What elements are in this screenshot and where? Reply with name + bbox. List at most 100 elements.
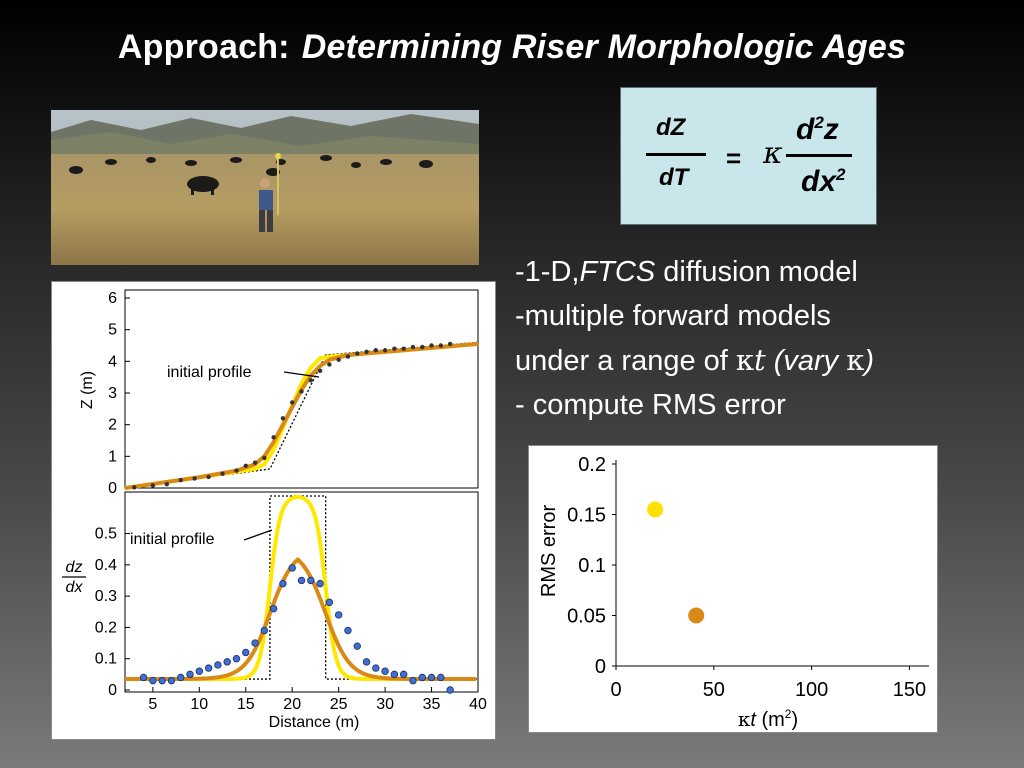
elevation-observed-point [420,344,425,350]
elevation-model-orange-line [124,341,479,490]
slope-observed-point [242,648,250,657]
slope-x-tick-label: 25 [330,696,348,713]
slope-observed-point [177,673,185,682]
slope-observed-point [372,664,380,672]
elevation-observed-point [220,471,225,476]
slope-observed-point [223,658,231,666]
slope-y-tick-label: 0.2 [95,619,117,636]
slope-y-ticks: 0 0.1 0.2 0.3 0.4 0.5 [95,526,130,699]
slope-observed-points [139,564,454,694]
slope-observed-point [353,642,361,650]
slope-y-label-denominator: dx [66,579,84,596]
bullet-4: - compute RMS error [515,389,786,421]
rms-x-tick-label: 50 [703,679,725,701]
elevation-observed-point [192,476,197,481]
slope-plot-frame [124,491,479,693]
slope-observed-point [204,664,213,672]
elevation-observed-point [355,351,360,356]
elevation-observed-point [280,416,286,421]
rms-error-points [647,501,705,624]
slope-observed-point [195,667,204,675]
elevation-observed-point [132,485,137,490]
elevation-observed-point [392,346,397,351]
slope-observed-point [232,655,241,663]
bullet-2: -multiple forward models [515,300,831,332]
slope-observed-point [399,670,408,679]
slope-observed-point [446,686,454,694]
elevation-observed-point [234,468,239,473]
elevation-observed-point [271,435,276,440]
slope-y-label-numerator: dz [66,559,83,576]
slope-x-tick-label: 30 [376,696,394,713]
slope-observed-point [409,676,417,685]
elevation-observed-points [132,341,453,490]
rms-y-tick-label: 0.05 [567,606,606,628]
elevation-y-tick-label: 2 [108,417,117,434]
slope-annotation-leader [243,529,273,541]
slope-x-tick-label: 20 [283,696,301,713]
slope-observed-point [297,576,306,585]
rms-y-tick-label: 0.1 [578,555,606,577]
bullet-3: under a range of κt (vary κ) [515,343,875,377]
slope-observed-point [334,611,343,619]
bullet-1: -1-D,FTCS diffusion model [515,256,858,288]
elevation-y-tick-label: 3 [108,385,117,402]
profile-charts-panel: 0 1 2 3 4 5 6 Z (m) initial profile 0 0.1 0.2 0.3… [51,281,496,740]
eq-kappa: κ [763,136,783,171]
slope-observed-point [158,676,166,685]
rms-error-panel: 0 0.05 0.1 0.15 0.2 0 50 100 150 RMS error κt (… [528,445,938,733]
slope-observed-point [251,639,259,647]
elevation-observed-point [150,483,156,488]
elevation-y-tick-label: 1 [108,448,117,465]
eq-lhs-fraction-bar [646,153,706,156]
eq-equals: = [726,143,742,173]
elevation-y-tick-label: 4 [108,353,117,370]
slope-y-tick-label: 0.1 [95,651,117,668]
slope-y-tick-label: 0.4 [95,557,117,574]
slope-x-tick-label: 35 [423,696,441,713]
elevation-y-tick-label: 5 [108,322,117,339]
slope-y-tick-label: 0 [108,682,117,699]
eq-rhs-fraction-bar [786,154,852,157]
field-survey-photo-icon [51,110,479,265]
rms-x-ticks: 0 50 100 150 [610,666,926,701]
elevation-annotation-leader [283,371,320,378]
elevation-observed-point [364,349,369,355]
slope-x-label: Distance (m) [269,714,360,731]
elevation-observed-point [401,346,406,351]
slope-x-tick-label: 40 [469,696,487,713]
elevation-observed-point [438,343,444,348]
slope-observed-point [381,667,389,675]
elevation-observed-point [382,348,388,353]
elevation-y-tick-label: 0 [108,480,117,497]
rms-x-tick-label: 100 [795,679,828,701]
rms-point-yellow [647,501,664,518]
slope-x-tick-label: 15 [237,696,255,713]
rms-x-label: κt (m2) [738,707,798,731]
elevation-observed-point [308,378,313,383]
slope-x-tick-label: 10 [190,696,208,713]
slope-y-tick-label: 0.3 [95,588,117,605]
rms-y-tick-label: 0.15 [567,505,606,527]
elevation-observed-point [336,357,341,362]
title-main: Determining Riser Morphologic Ages [301,28,907,66]
slope-observed-point [390,670,399,679]
elevation-y-tick-label: 6 [108,290,117,307]
rms-y-tick-label: 0 [595,656,606,678]
slope-observed-point [362,658,371,666]
rms-x-tick-label: 150 [893,679,926,701]
elevation-observed-point [345,354,351,359]
elevation-observed-point [290,400,295,405]
rms-y-ticks: 0 0.05 0.1 0.15 0.2 [567,454,616,678]
slope-observed-point [167,676,176,685]
rms-point-orange [688,607,705,624]
slope-observed-point [279,579,287,588]
slope-observed-point [149,676,157,685]
elevation-y-ticks: 0 1 2 3 4 5 6 [108,290,130,497]
elevation-observed-point [429,343,434,348]
method-bullets: -1-D,FTCS diffusion model -multiple forw… [515,250,1015,427]
elevation-observed-point [262,455,267,461]
elevation-y-label: Z (m) [79,371,96,409]
elevation-observed-point [252,460,258,465]
slope-observed-point [418,673,426,682]
